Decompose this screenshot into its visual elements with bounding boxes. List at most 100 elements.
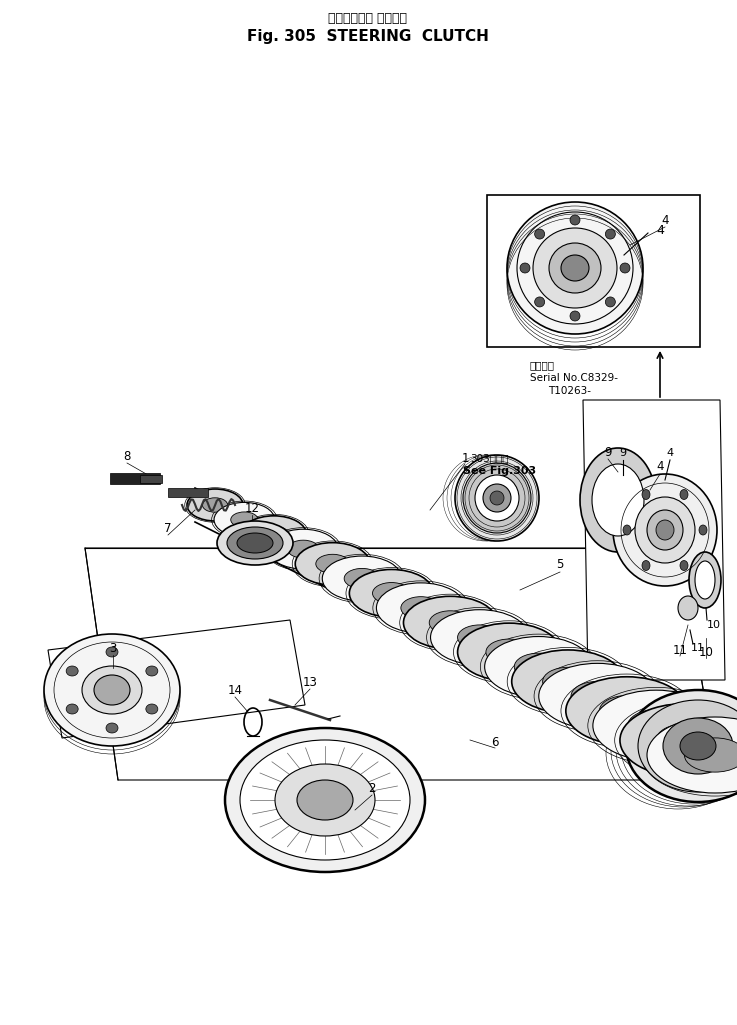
Ellipse shape xyxy=(656,724,715,756)
Ellipse shape xyxy=(511,650,624,713)
Ellipse shape xyxy=(203,498,228,512)
Ellipse shape xyxy=(485,637,593,697)
Ellipse shape xyxy=(322,556,402,601)
Text: 12: 12 xyxy=(245,501,259,515)
Ellipse shape xyxy=(570,215,580,226)
Ellipse shape xyxy=(507,202,643,334)
Text: 4: 4 xyxy=(656,460,664,474)
Ellipse shape xyxy=(458,625,502,650)
Ellipse shape xyxy=(94,675,130,705)
Ellipse shape xyxy=(146,666,158,676)
Ellipse shape xyxy=(620,703,737,777)
Ellipse shape xyxy=(241,516,307,554)
Ellipse shape xyxy=(297,780,353,820)
Ellipse shape xyxy=(401,597,441,619)
Ellipse shape xyxy=(316,555,349,573)
Ellipse shape xyxy=(514,653,563,681)
Text: 8: 8 xyxy=(123,450,130,462)
Ellipse shape xyxy=(534,297,545,306)
Text: ステアリング クラッチ: ステアリング クラッチ xyxy=(329,11,408,25)
Ellipse shape xyxy=(268,529,338,569)
Ellipse shape xyxy=(237,533,273,554)
Ellipse shape xyxy=(642,490,650,499)
Ellipse shape xyxy=(699,525,707,535)
Ellipse shape xyxy=(44,634,180,746)
Text: See Fig.303: See Fig.303 xyxy=(463,466,536,476)
Ellipse shape xyxy=(680,561,688,571)
Ellipse shape xyxy=(647,510,683,550)
Polygon shape xyxy=(583,400,725,680)
Ellipse shape xyxy=(483,484,511,512)
Ellipse shape xyxy=(685,738,737,772)
Text: 6: 6 xyxy=(492,736,499,748)
Ellipse shape xyxy=(275,764,375,836)
Text: 303図参照: 303図参照 xyxy=(470,453,509,463)
Ellipse shape xyxy=(663,718,733,774)
Ellipse shape xyxy=(638,700,737,792)
Ellipse shape xyxy=(695,561,715,599)
Bar xyxy=(487,195,700,347)
Ellipse shape xyxy=(571,682,624,711)
Text: 11: 11 xyxy=(672,644,688,656)
Text: 5: 5 xyxy=(556,559,564,572)
Ellipse shape xyxy=(344,569,380,588)
Ellipse shape xyxy=(463,463,531,533)
Text: 9: 9 xyxy=(619,448,626,458)
Ellipse shape xyxy=(561,255,589,281)
Ellipse shape xyxy=(231,511,258,528)
Ellipse shape xyxy=(187,489,243,521)
Ellipse shape xyxy=(214,502,275,537)
Ellipse shape xyxy=(475,475,519,521)
Text: 7: 7 xyxy=(164,522,172,534)
Text: 3: 3 xyxy=(109,642,116,655)
Bar xyxy=(168,488,208,497)
Text: 11: 11 xyxy=(691,643,705,653)
Ellipse shape xyxy=(689,552,721,608)
Ellipse shape xyxy=(403,597,497,649)
Ellipse shape xyxy=(680,732,716,760)
Ellipse shape xyxy=(259,526,289,543)
Ellipse shape xyxy=(570,311,580,321)
Ellipse shape xyxy=(227,527,283,559)
Text: 1: 1 xyxy=(461,451,469,464)
Ellipse shape xyxy=(66,666,78,676)
Ellipse shape xyxy=(605,297,615,306)
Ellipse shape xyxy=(542,667,593,696)
Text: 10: 10 xyxy=(707,620,721,630)
Text: 14: 14 xyxy=(228,684,242,697)
Ellipse shape xyxy=(623,525,631,535)
Ellipse shape xyxy=(486,639,532,665)
Text: 4: 4 xyxy=(666,448,674,458)
Ellipse shape xyxy=(566,676,688,745)
Ellipse shape xyxy=(599,696,654,727)
Ellipse shape xyxy=(635,497,695,563)
Ellipse shape xyxy=(490,491,504,505)
Ellipse shape xyxy=(539,663,656,729)
Ellipse shape xyxy=(520,263,530,273)
Text: 2: 2 xyxy=(368,781,376,794)
Text: 9: 9 xyxy=(604,446,612,458)
Ellipse shape xyxy=(217,521,293,565)
Polygon shape xyxy=(48,620,305,738)
Ellipse shape xyxy=(534,229,545,239)
Text: 4: 4 xyxy=(656,223,664,237)
Ellipse shape xyxy=(678,596,698,620)
Ellipse shape xyxy=(592,464,644,536)
Polygon shape xyxy=(85,548,718,780)
Ellipse shape xyxy=(82,666,142,714)
Ellipse shape xyxy=(455,455,539,541)
Ellipse shape xyxy=(296,542,370,585)
Ellipse shape xyxy=(620,263,630,273)
Ellipse shape xyxy=(628,709,685,741)
Ellipse shape xyxy=(66,704,78,714)
Text: 通用号機: 通用号機 xyxy=(530,360,555,370)
Ellipse shape xyxy=(458,623,561,681)
Ellipse shape xyxy=(240,740,410,860)
Ellipse shape xyxy=(533,228,617,308)
Text: T10263-: T10263- xyxy=(548,386,591,396)
Ellipse shape xyxy=(680,490,688,499)
Bar xyxy=(140,475,162,483)
Text: 10: 10 xyxy=(699,646,713,658)
Ellipse shape xyxy=(656,520,674,540)
Ellipse shape xyxy=(377,583,465,633)
